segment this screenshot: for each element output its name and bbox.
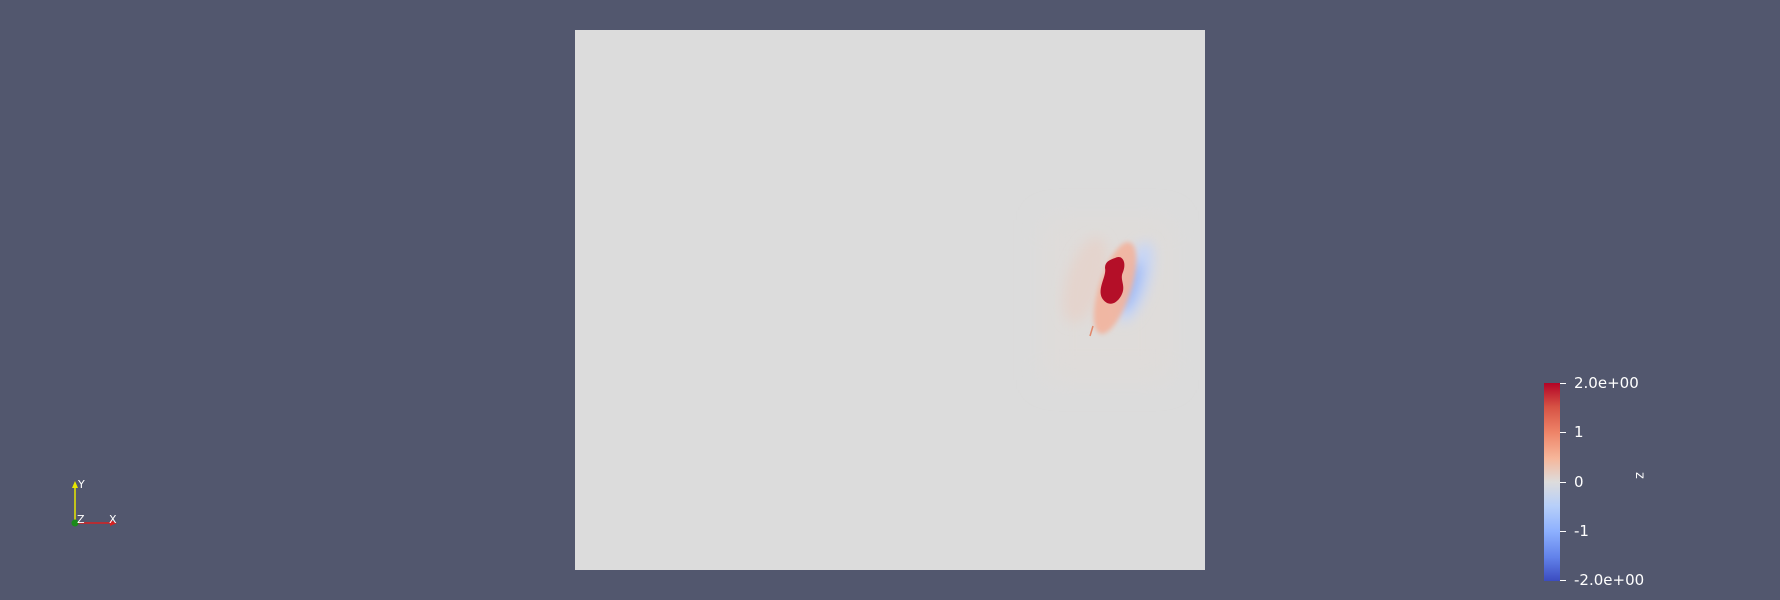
y-axis-arrow [72, 481, 78, 488]
warm-fringe [1062, 236, 1108, 324]
scalar-bar-tick-label: 1 [1574, 423, 1584, 441]
streak-mark [1089, 325, 1094, 337]
x-axis-arrow [110, 520, 117, 526]
scalar-bar-tick-label: -1 [1574, 522, 1589, 540]
scalar-bar-tick [1560, 531, 1566, 532]
rendered-surface[interactable] [575, 30, 1205, 570]
z-axis-label: Z [77, 513, 85, 526]
scalar-bar-max-label: 2.0e+00 [1574, 374, 1639, 392]
positive-core [1100, 256, 1125, 304]
scalar-bar-gradient [1544, 383, 1560, 581]
scalar-field-plot [1045, 220, 1170, 380]
scalar-bar-tick [1560, 383, 1566, 384]
scalar-bar[interactable]: 2.0e+00 1 0 -1 -2.0e+00 [1538, 374, 1738, 589]
scalar-bar-tick [1560, 580, 1566, 581]
y-axis-label: Y [77, 478, 85, 491]
orientation-axes: Y X Z [71, 478, 117, 527]
scalar-bar-title: z [1632, 472, 1647, 479]
scalar-bar-tick [1560, 482, 1566, 483]
scalar-bar-tick [1560, 432, 1566, 433]
scalar-bar-tick-label: 0 [1574, 473, 1584, 491]
scalar-bar-min-label: -2.0e+00 [1574, 571, 1645, 589]
x-axis-label: X [109, 513, 117, 526]
z-axis-dot [71, 519, 79, 527]
